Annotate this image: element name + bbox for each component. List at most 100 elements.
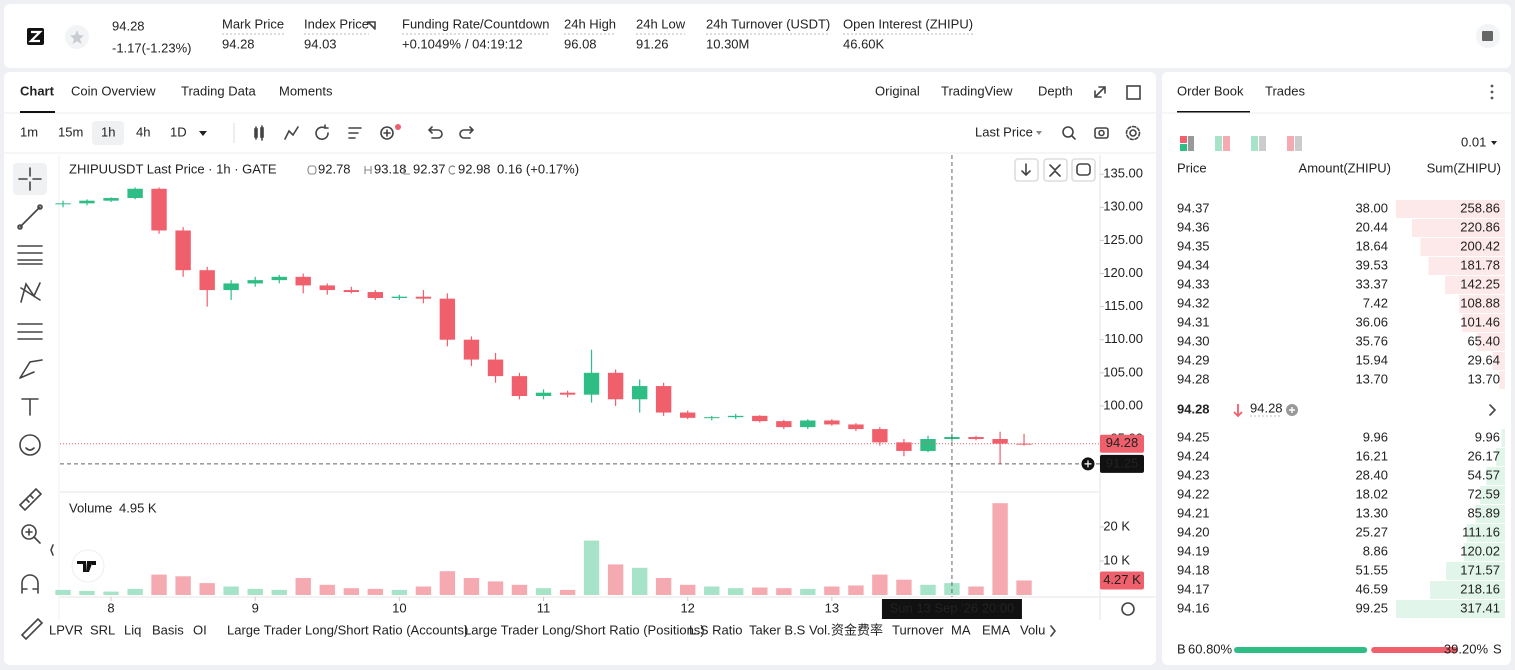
indicator[interactable]: MA — [951, 622, 971, 637]
volume-bar — [607, 564, 624, 595]
more-icon[interactable] — [1489, 404, 1497, 416]
legend-value: 93.18 — [374, 161, 407, 176]
book-price[interactable]: 94.19 — [1177, 543, 1210, 558]
depth-bar — [1480, 486, 1505, 504]
book-price[interactable]: 94.35 — [1177, 238, 1210, 253]
book-amount: 36.06 — [1355, 314, 1388, 329]
interval[interactable]: 15m — [58, 124, 83, 139]
book-amount: 18.64 — [1355, 238, 1388, 253]
chart-tab[interactable]: Coin Overview — [71, 83, 156, 98]
view-tab[interactable]: Depth — [1038, 83, 1073, 98]
indicator[interactable]: 资金费率 — [831, 622, 883, 637]
dropdown-icon[interactable] — [1036, 131, 1042, 135]
logo[interactable] — [27, 28, 44, 45]
volume-last-label: 4.27 K — [1103, 572, 1141, 587]
book-price[interactable]: 94.22 — [1177, 486, 1210, 501]
indicator[interactable]: LPVR — [49, 622, 83, 637]
book-price[interactable]: 94.23 — [1177, 467, 1210, 482]
interval[interactable]: 4h — [136, 124, 150, 139]
book-price[interactable]: 94.17 — [1177, 581, 1210, 596]
candle-body — [463, 339, 480, 360]
book-price[interactable]: 94.37 — [1177, 200, 1210, 215]
depth-bar — [1459, 295, 1505, 313]
interval[interactable]: 1D — [170, 124, 187, 139]
book-tab[interactable]: Order Book — [1177, 83, 1244, 98]
favorite-star[interactable] — [65, 25, 89, 49]
more-icon[interactable] — [1050, 625, 1057, 637]
window-icon[interactable] — [1126, 85, 1141, 100]
mid-price: 94.28 — [1177, 401, 1210, 416]
chart-buttons[interactable] — [1014, 158, 1096, 182]
stat-value: +0.1049% — [402, 36, 461, 51]
drawing-tools[interactable] — [17, 167, 44, 641]
book-price[interactable]: 94.25 — [1177, 429, 1210, 444]
book-price[interactable]: 94.24 — [1177, 448, 1210, 463]
indicator[interactable]: EMA — [982, 622, 1011, 637]
book-price[interactable]: 94.32 — [1177, 295, 1210, 310]
col-head: Sum(ZHIPU) — [1427, 160, 1501, 175]
book-price[interactable]: 94.20 — [1177, 524, 1210, 539]
chart-tab[interactable]: Trading Data — [181, 83, 256, 98]
interval[interactable]: 1h — [101, 124, 115, 139]
price-source[interactable]: Last Price — [975, 124, 1033, 139]
header-menu[interactable] — [1476, 24, 1500, 48]
indicator[interactable]: Large Trader Long/Short Ratio (Accounts) — [227, 622, 468, 637]
indicator[interactable]: Liq — [124, 622, 141, 637]
menu-dots[interactable] — [1490, 84, 1494, 100]
view-tab[interactable]: TradingView — [941, 83, 1013, 98]
stat-value: 94.28 — [222, 36, 255, 51]
book-price[interactable]: 94.36 — [1177, 219, 1210, 234]
dropdown-icon[interactable] — [1491, 141, 1497, 145]
book-layout-icons[interactable] — [1180, 136, 1302, 151]
precision[interactable]: 0.01 — [1461, 134, 1486, 149]
volume-bar — [1016, 580, 1032, 595]
volume-bar — [247, 588, 263, 595]
chart-tab[interactable]: Chart — [20, 83, 55, 98]
x-tick-label: 11 — [537, 600, 551, 615]
book-price[interactable]: 94.33 — [1177, 276, 1210, 291]
indicator[interactable]: Basis — [152, 622, 184, 637]
indicator[interactable]: Large Trader Long/Short Ratio (Positions… — [464, 622, 705, 637]
book-sum: 220.86 — [1460, 219, 1500, 234]
candle-body — [511, 376, 528, 396]
book-price[interactable]: 94.21 — [1177, 505, 1210, 520]
stat-value: 91.26 — [636, 36, 669, 51]
book-tab[interactable]: Trades — [1265, 83, 1305, 98]
indicator[interactable]: Volu — [1020, 622, 1045, 637]
mark-info-icon[interactable] — [1286, 404, 1298, 416]
volume-bar — [992, 503, 1008, 595]
content: 94.28 -1.17(-1.23%) Mark Price 94.28 Index P… — [20, 16, 1505, 656]
sell-tag: S — [1493, 641, 1502, 656]
depth-bar — [1496, 448, 1505, 466]
collapse-icon[interactable] — [50, 544, 54, 556]
interval-selected — [92, 121, 124, 145]
indicator[interactable]: Turnover — [892, 622, 944, 637]
indicator[interactable]: Taker B.S Vol. — [749, 622, 831, 637]
tradingview-logo[interactable] — [71, 549, 105, 583]
book-price[interactable]: 94.16 — [1177, 600, 1210, 615]
y-tick-label: 110.00 — [1104, 331, 1143, 346]
dropdown-icon[interactable] — [199, 131, 207, 136]
indicator[interactable]: SRL — [90, 622, 115, 637]
book-price[interactable]: 94.30 — [1177, 333, 1210, 348]
down-arrow — [1233, 404, 1243, 418]
mark-price: 94.28 — [1250, 400, 1283, 415]
indicator[interactable]: OI — [193, 622, 207, 637]
view-tab[interactable]: Original — [875, 83, 920, 98]
sell-bar — [1371, 647, 1458, 653]
index-link-icon[interactable] — [367, 21, 376, 30]
volume-bar — [896, 579, 912, 595]
book-price[interactable]: 94.34 — [1177, 257, 1210, 272]
book-price[interactable]: 94.31 — [1177, 314, 1210, 329]
book-price[interactable]: 94.29 — [1177, 352, 1210, 367]
book-price[interactable]: 94.28 — [1177, 371, 1210, 386]
interval[interactable]: 1m — [20, 124, 38, 139]
book-price[interactable]: 94.18 — [1177, 562, 1210, 577]
book-amount: 33.37 — [1355, 276, 1388, 291]
settings-icon[interactable] — [1121, 602, 1135, 616]
candle-body — [848, 424, 864, 430]
expand-icon[interactable] — [1094, 86, 1106, 98]
indicator[interactable]: L.S Ratio — [689, 622, 742, 637]
chart-tab[interactable]: Moments — [279, 83, 333, 98]
toolbar-icons[interactable] — [254, 124, 1141, 141]
